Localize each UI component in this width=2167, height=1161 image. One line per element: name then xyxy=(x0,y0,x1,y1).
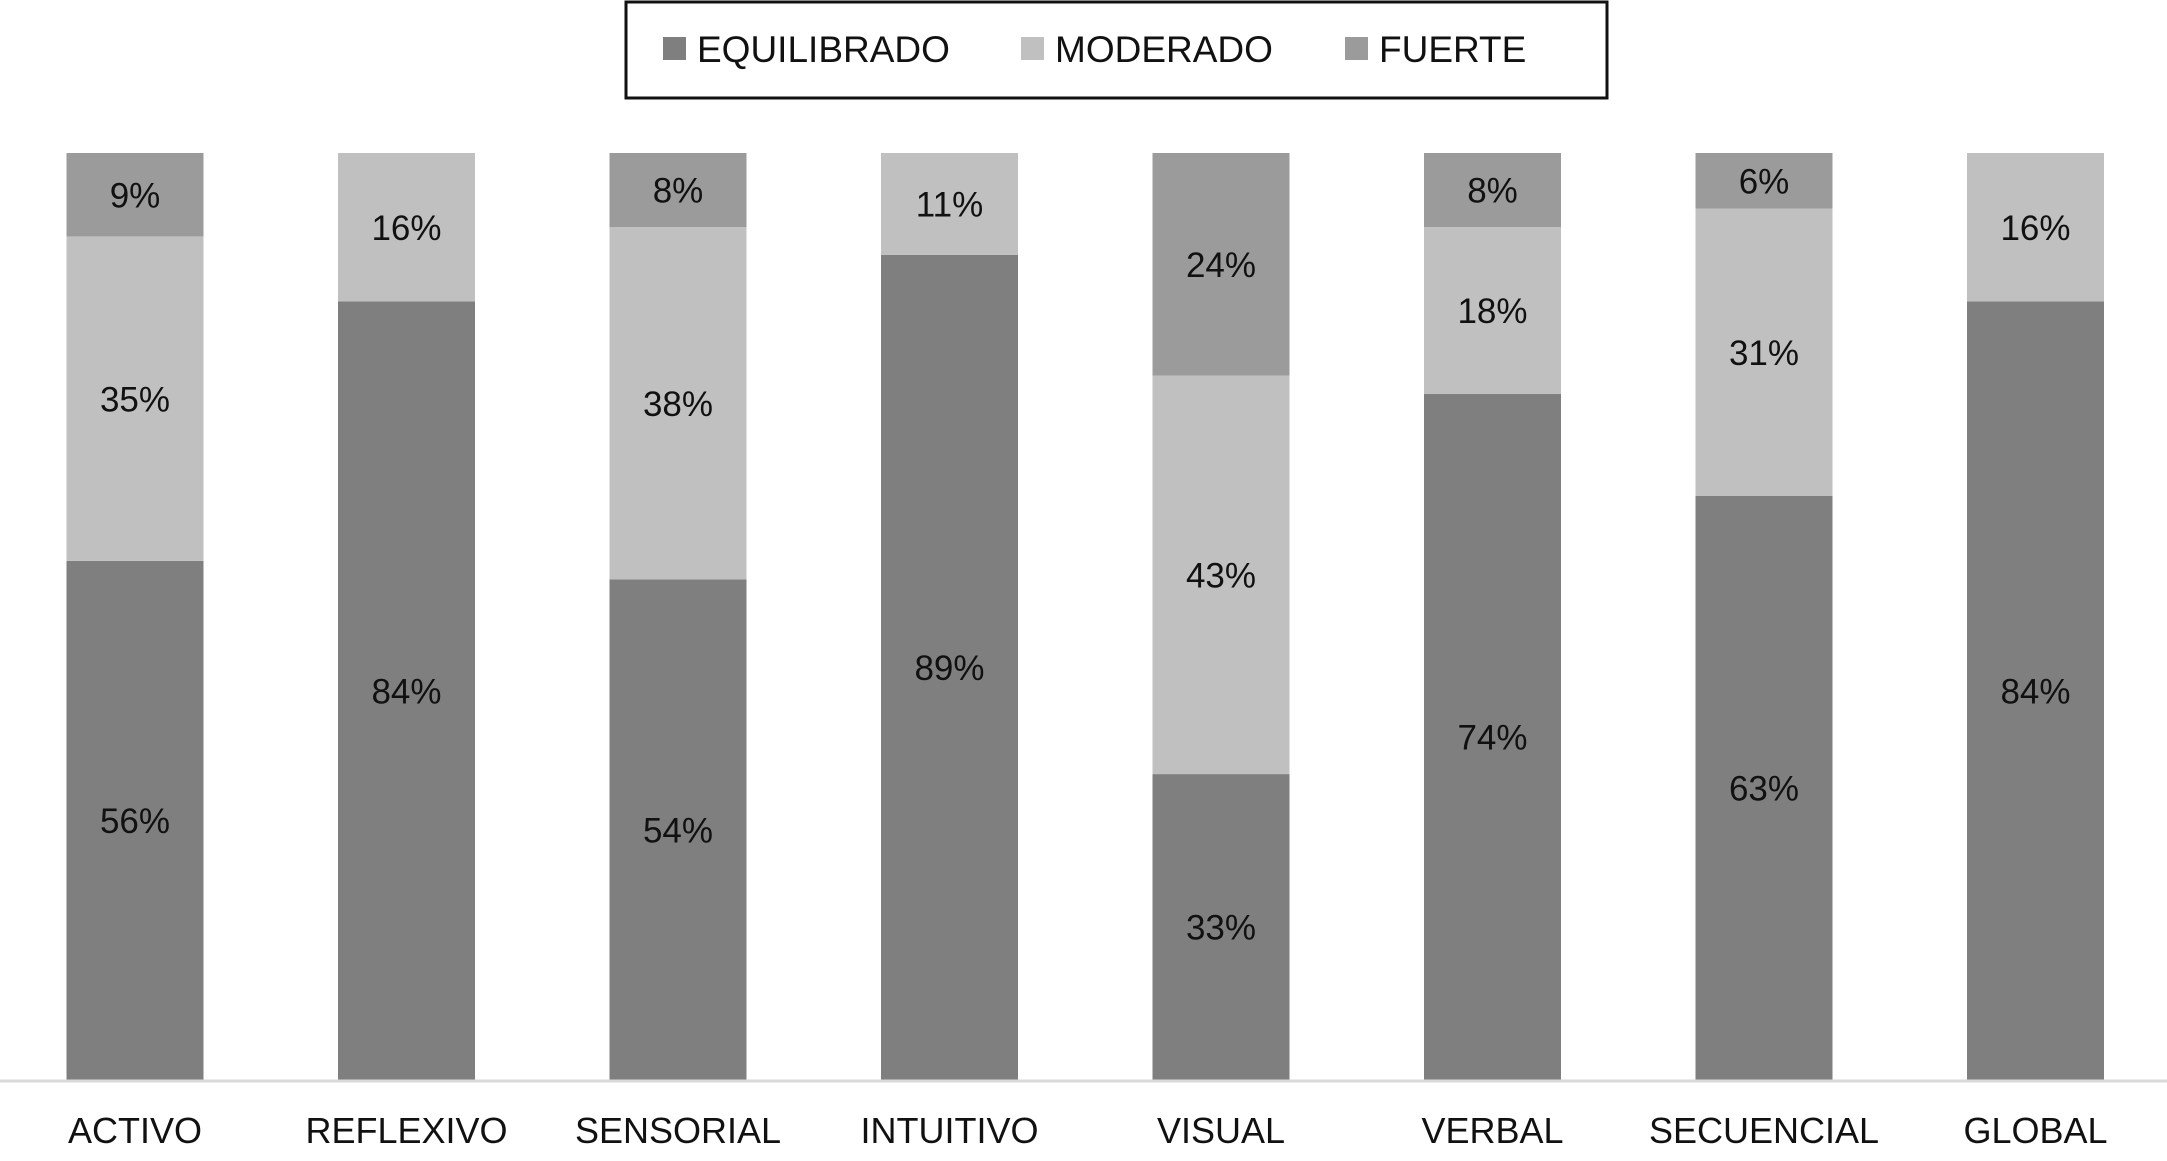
data-label-equilibrado-secuencial: 63% xyxy=(1729,770,1799,809)
bar-segment-equilibrado-reflexivo xyxy=(338,301,475,1080)
x-tick-label-reflexivo: REFLEXIVO xyxy=(305,1110,507,1151)
legend-swatch-fuerte xyxy=(1345,37,1368,60)
data-label-moderado-secuencial: 31% xyxy=(1729,334,1799,373)
x-tick-label-verbal: VERBAL xyxy=(1421,1110,1563,1151)
bar-segment-equilibrado-sensorial xyxy=(609,579,747,1080)
data-label-moderado-intuitivo: 11% xyxy=(916,186,983,225)
bar-segment-moderado-reflexivo xyxy=(338,153,475,302)
bar-segment-fuerte-visual xyxy=(1152,153,1290,376)
bar-segment-moderado-visual xyxy=(1152,375,1290,775)
data-label-equilibrado-global: 84% xyxy=(2000,672,2070,711)
bar-segment-equilibrado-activo xyxy=(66,560,204,1080)
x-tick-label-sensorial: SENSORIAL xyxy=(575,1110,781,1151)
legend-label-moderado: MODERADO xyxy=(1055,29,1273,70)
legend-swatch-moderado xyxy=(1021,37,1044,60)
bar-segment-moderado-sensorial xyxy=(609,227,747,580)
bar-segment-equilibrado-intuitivo xyxy=(881,254,1018,1081)
legend-box xyxy=(624,0,1609,100)
x-tick-label-visual: VISUAL xyxy=(1157,1110,1285,1151)
data-label-moderado-visual: 43% xyxy=(1186,556,1256,595)
bar-segment-fuerte-sensorial xyxy=(609,153,747,228)
data-label-equilibrado-sensorial: 54% xyxy=(643,811,713,850)
legend-label-fuerte: FUERTE xyxy=(1379,29,1526,70)
x-tick-label-secuencial: SECUENCIAL xyxy=(1649,1110,1879,1151)
data-label-fuerte-activo: 9% xyxy=(110,176,161,215)
data-label-equilibrado-intuitivo: 89% xyxy=(914,649,984,688)
x-tick-label-activo: ACTIVO xyxy=(68,1110,202,1151)
data-label-fuerte-secuencial: 6% xyxy=(1739,162,1790,201)
data-label-equilibrado-reflexivo: 84% xyxy=(371,672,441,711)
data-label-moderado-sensorial: 38% xyxy=(643,385,713,424)
data-label-moderado-verbal: 18% xyxy=(1457,292,1527,331)
data-label-fuerte-visual: 24% xyxy=(1186,246,1256,285)
x-tick-label-global: GLOBAL xyxy=(1963,1110,2107,1151)
data-label-fuerte-sensorial: 8% xyxy=(653,172,704,211)
data-label-equilibrado-activo: 56% xyxy=(100,802,170,841)
x-tick-labels: ACTIVO REFLEXIVO SENSORIAL INTUITIVO VISUAL V… xyxy=(68,1110,2108,1151)
bar-segment-moderado-verbal xyxy=(1424,227,1561,395)
x-tick-label-intuitivo: INTUITIVO xyxy=(861,1110,1039,1151)
data-label-fuerte-verbal: 8% xyxy=(1467,172,1518,211)
bar-segment-fuerte-activo xyxy=(66,153,204,237)
bar-segment-moderado-activo xyxy=(66,236,204,561)
legend: EQUILIBRADO MODERADO FUERTE xyxy=(624,0,1609,100)
legend-label-equilibrado: EQUILIBRADO xyxy=(697,29,950,70)
bar-segment-moderado-secuencial xyxy=(1695,208,1833,496)
data-label-moderado-global: 16% xyxy=(2000,209,2070,248)
bars-group xyxy=(66,153,2104,1081)
data-label-moderado-activo: 35% xyxy=(100,380,170,419)
bar-segment-equilibrado-secuencial xyxy=(1695,495,1833,1080)
data-label-equilibrado-visual: 33% xyxy=(1186,909,1256,948)
legend-swatch-equilibrado xyxy=(663,37,686,60)
data-label-equilibrado-verbal: 74% xyxy=(1457,719,1527,758)
bar-segment-moderado-global xyxy=(1967,153,2104,302)
bar-labels-group: 56% 35% 9% 84% 16% 54% 38% 8% 89% 11% 33% 43% 24% 74%… xyxy=(100,162,2071,947)
bar-segment-fuerte-secuencial xyxy=(1695,153,1833,209)
bar-segment-equilibrado-global xyxy=(1967,301,2104,1080)
bar-segment-equilibrado-visual xyxy=(1152,774,1290,1080)
bar-segment-fuerte-verbal xyxy=(1424,153,1561,228)
bar-segment-equilibrado-verbal xyxy=(1424,394,1561,1080)
bar-segment-moderado-intuitivo xyxy=(881,153,1018,255)
data-label-moderado-reflexivo: 16% xyxy=(371,209,441,248)
